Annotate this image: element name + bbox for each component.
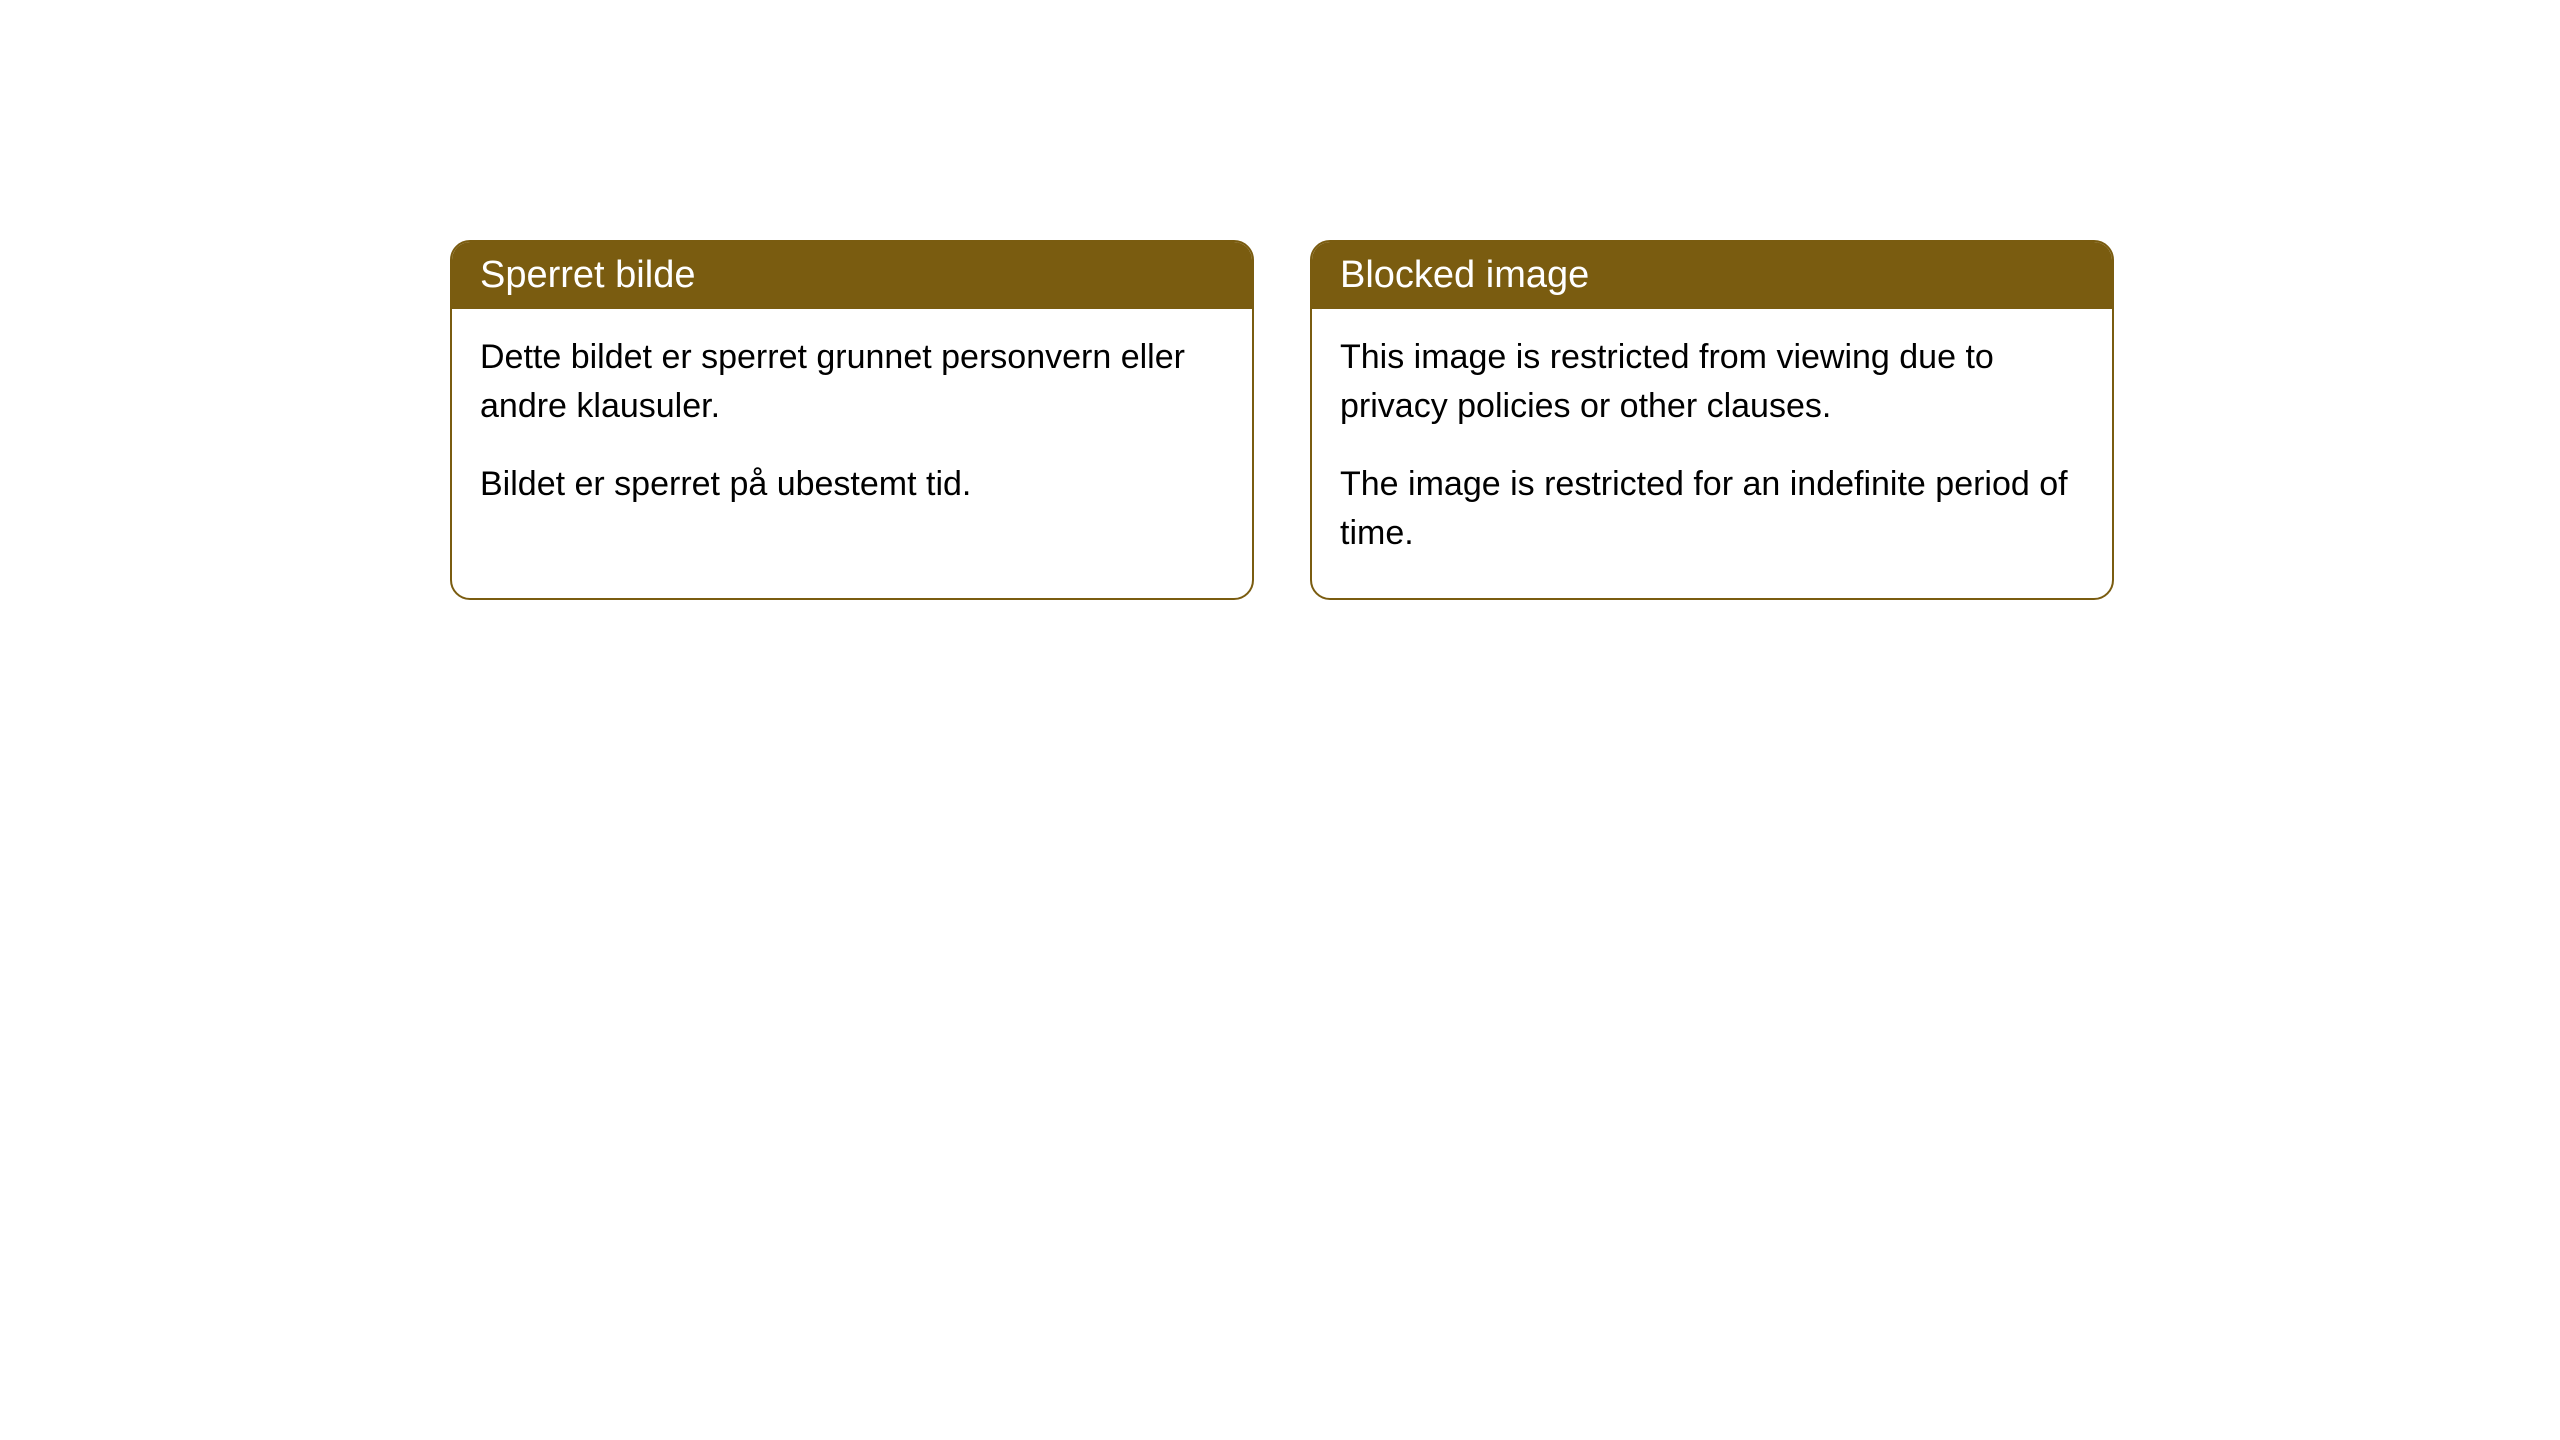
card-title: Sperret bilde: [480, 254, 695, 296]
card-paragraph: Dette bildet er sperret grunnet personve…: [480, 333, 1224, 432]
cards-container: Sperret bilde Dette bildet er sperret gr…: [450, 240, 2560, 600]
blocked-image-card-english: Blocked image This image is restricted f…: [1310, 240, 2114, 600]
card-body: Dette bildet er sperret grunnet personve…: [452, 309, 1252, 549]
blocked-image-card-norwegian: Sperret bilde Dette bildet er sperret gr…: [450, 240, 1254, 600]
card-paragraph: Bildet er sperret på ubestemt tid.: [480, 460, 1224, 509]
card-paragraph: The image is restricted for an indefinit…: [1340, 460, 2084, 559]
card-body: This image is restricted from viewing du…: [1312, 309, 2112, 598]
card-header: Blocked image: [1312, 242, 2112, 309]
card-paragraph: This image is restricted from viewing du…: [1340, 333, 2084, 432]
card-title: Blocked image: [1340, 254, 1589, 296]
card-header: Sperret bilde: [452, 242, 1252, 309]
